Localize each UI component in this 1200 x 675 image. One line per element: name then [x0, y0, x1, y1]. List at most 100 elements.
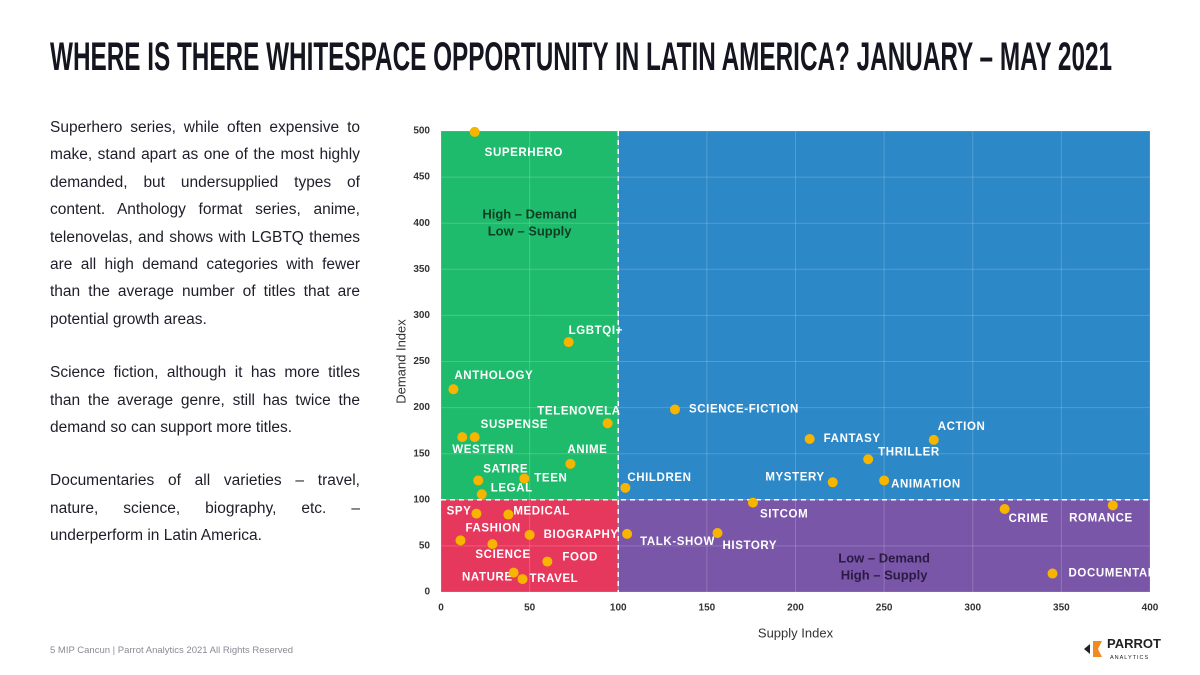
slide-title: WHERE IS THERE WHITESPACE OPPORTUNITY IN…	[50, 35, 1112, 79]
point	[469, 432, 480, 443]
x-tick-label: 400	[1142, 603, 1159, 614]
point	[928, 434, 939, 445]
point	[999, 504, 1010, 515]
point	[827, 477, 838, 488]
logo-subtitle: ANALYTICS	[1110, 655, 1149, 661]
y-tick-label: 300	[413, 310, 430, 321]
y-tick-label: 200	[413, 402, 430, 413]
point-label: FOOD	[562, 552, 598, 564]
point	[524, 529, 535, 540]
title-area: WHERE IS THERE WHITESPACE OPPORTUNITY IN…	[50, 35, 1112, 79]
point-label: SPY	[447, 506, 472, 518]
point-label: SCIENCE	[475, 549, 530, 561]
x-tick-label: 300	[964, 603, 981, 614]
point	[455, 535, 466, 546]
x-tick-label: 250	[876, 603, 893, 614]
point	[448, 384, 459, 395]
point	[469, 126, 480, 137]
point	[457, 432, 468, 443]
y-tick-label: 100	[413, 494, 430, 505]
point-label: SCIENCE-FICTION	[689, 403, 799, 415]
y-tick-label: 150	[413, 448, 430, 459]
logo-mark	[1084, 644, 1090, 654]
point-label: SUSPENSE	[481, 419, 548, 431]
point-label: FASHION	[465, 522, 520, 534]
point	[565, 458, 576, 469]
paragraph: Science fiction, although it has more ti…	[50, 364, 360, 437]
paragraph: Documentaries of all varieties – travel,…	[50, 472, 360, 545]
x-axis-label: Supply Index	[758, 625, 834, 640]
y-tick-label: 400	[413, 218, 430, 229]
logo-mark	[1093, 641, 1102, 657]
point	[476, 489, 487, 500]
point	[804, 433, 815, 444]
point	[1047, 568, 1058, 579]
quadrant-label: High – Supply	[841, 567, 928, 582]
point	[622, 528, 633, 539]
x-tick-label: 0	[438, 603, 444, 614]
point-label: TEEN	[534, 473, 567, 485]
point-label: ANIME	[567, 444, 607, 456]
point	[620, 482, 631, 493]
y-axis-label: Demand Index	[393, 319, 408, 404]
x-tick-label: 50	[524, 603, 536, 614]
point-label: HISTORY	[723, 540, 778, 552]
point-label: SUPERHERO	[485, 147, 563, 159]
point-label: SITCOM	[760, 509, 808, 521]
quadrant	[618, 131, 1150, 500]
point-label: NATURE	[462, 572, 513, 584]
point-label: TELENOVELA	[537, 405, 620, 417]
x-tick-label: 200	[787, 603, 804, 614]
point	[1107, 500, 1118, 511]
paragraph: Superhero series, while often expensive …	[50, 119, 360, 328]
y-tick-label: 250	[413, 356, 430, 367]
point-label: ACTION	[938, 421, 986, 433]
point-label: LGBTQI+	[569, 325, 623, 337]
point-label: CRIME	[1009, 513, 1049, 525]
point-label: WESTERN	[452, 444, 514, 456]
point	[669, 404, 680, 415]
point	[602, 418, 613, 429]
point	[517, 574, 528, 585]
logo: PARROT ANALYTICS	[1084, 636, 1161, 661]
point-label: LEGAL	[491, 482, 533, 494]
point	[563, 337, 574, 348]
point-label: TRAVEL	[530, 573, 579, 585]
point-label: MYSTERY	[765, 471, 824, 483]
commentary: Superhero series, while often expensive …	[50, 114, 360, 576]
point	[863, 454, 874, 465]
quadrant-label: Low – Demand	[838, 550, 930, 565]
quadrant	[441, 499, 619, 592]
point-label: ANIMATION	[891, 478, 961, 490]
point-label: SATIRE	[483, 463, 528, 475]
y-tick-label: 350	[413, 264, 430, 275]
point	[473, 475, 484, 486]
point-label: ANTHOLOGY	[454, 370, 533, 382]
y-tick-label: 50	[419, 541, 431, 552]
point	[747, 497, 758, 508]
y-tick-label: 450	[413, 172, 430, 183]
point	[542, 556, 553, 567]
point	[471, 508, 482, 519]
y-tick-label: 500	[413, 126, 430, 137]
quadrant-label: Low – Supply	[488, 223, 573, 238]
x-tick-label: 100	[610, 603, 627, 614]
point	[487, 539, 498, 550]
x-tick-label: 150	[699, 603, 716, 614]
point-label: ROMANCE	[1069, 512, 1133, 524]
chart: High – Demand Low – Supply Low – Demand Hig…	[393, 125, 1159, 640]
point-label: MEDICAL	[513, 506, 570, 518]
quadrant-label: High – Demand	[482, 206, 577, 221]
logo-name: PARROT	[1107, 636, 1161, 651]
point-label: CHILDREN	[627, 472, 691, 484]
point	[508, 567, 519, 578]
point-label: THRILLER	[878, 446, 940, 458]
quadrant	[618, 499, 1150, 592]
x-tick-label: 350	[1053, 603, 1070, 614]
point	[879, 475, 890, 486]
point	[503, 509, 514, 520]
point	[712, 527, 723, 538]
footer: 5 MIP Cancun | Parrot Analytics 2021 All…	[50, 645, 294, 656]
point	[519, 473, 530, 484]
